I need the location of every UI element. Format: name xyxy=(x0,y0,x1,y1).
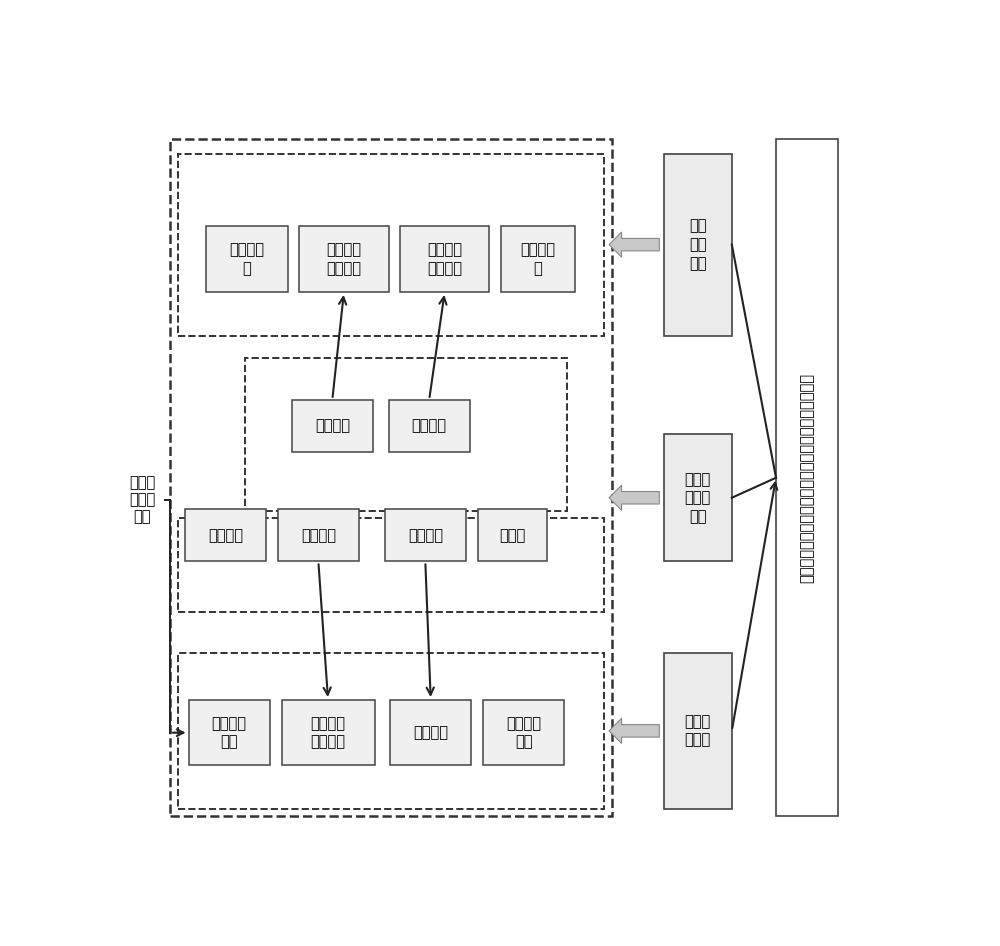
Bar xyxy=(664,153,732,336)
Text: 数值模拟
控制方程: 数值模拟 控制方程 xyxy=(311,716,346,749)
Bar xyxy=(206,226,288,292)
Bar xyxy=(483,700,564,765)
Text: 三维
地质
模型: 三维 地质 模型 xyxy=(689,219,706,271)
Bar xyxy=(501,226,574,292)
Text: 数值模拟
解法: 数值模拟 解法 xyxy=(506,716,541,749)
Text: 三维网格
剖分: 三维网格 剖分 xyxy=(212,716,247,749)
Bar xyxy=(282,700,375,765)
Bar xyxy=(388,400,470,452)
Text: 灌浆量: 灌浆量 xyxy=(499,528,526,543)
Text: 浆液粘度: 浆液粘度 xyxy=(208,528,243,543)
Bar xyxy=(178,653,604,809)
Bar xyxy=(664,653,732,809)
Bar xyxy=(178,153,604,336)
Text: 边界条件: 边界条件 xyxy=(413,726,448,740)
Bar xyxy=(478,509,547,562)
Bar xyxy=(170,139,612,816)
Text: 浆液浓度: 浆液浓度 xyxy=(301,528,336,543)
Text: 灌浆压力: 灌浆压力 xyxy=(408,528,443,543)
Text: 灌浆孔模
型: 灌浆孔模 型 xyxy=(520,242,555,276)
Text: 三维裂隙
网络模型: 三维裂隙 网络模型 xyxy=(326,242,361,276)
Bar xyxy=(278,509,359,562)
Text: 孔隙分布: 孔隙分布 xyxy=(315,418,350,433)
Bar xyxy=(776,139,838,816)
Text: 三维精细
地质模型: 三维精细 地质模型 xyxy=(427,242,462,276)
Text: 灌浆数
值模拟: 灌浆数 值模拟 xyxy=(685,714,711,747)
Text: 灌浆施
工过程
监控: 灌浆施 工过程 监控 xyxy=(685,472,711,524)
Bar xyxy=(390,700,471,765)
Text: 提供基
础模型
数据: 提供基 础模型 数据 xyxy=(129,475,155,524)
Bar xyxy=(385,509,466,562)
Bar xyxy=(400,226,489,292)
Text: 岩体特性: 岩体特性 xyxy=(412,418,447,433)
Text: 建筑物模
型: 建筑物模 型 xyxy=(230,242,265,276)
Text: 耦合精细地质和灌浆监控信息的大坝灌浆数值模拟方法: 耦合精细地质和灌浆监控信息的大坝灌浆数值模拟方法 xyxy=(800,373,814,583)
Bar xyxy=(189,700,270,765)
Bar xyxy=(178,517,604,612)
Bar xyxy=(185,509,266,562)
Bar xyxy=(664,434,732,562)
Bar xyxy=(292,400,373,452)
Bar xyxy=(245,358,567,511)
Bar xyxy=(299,226,388,292)
